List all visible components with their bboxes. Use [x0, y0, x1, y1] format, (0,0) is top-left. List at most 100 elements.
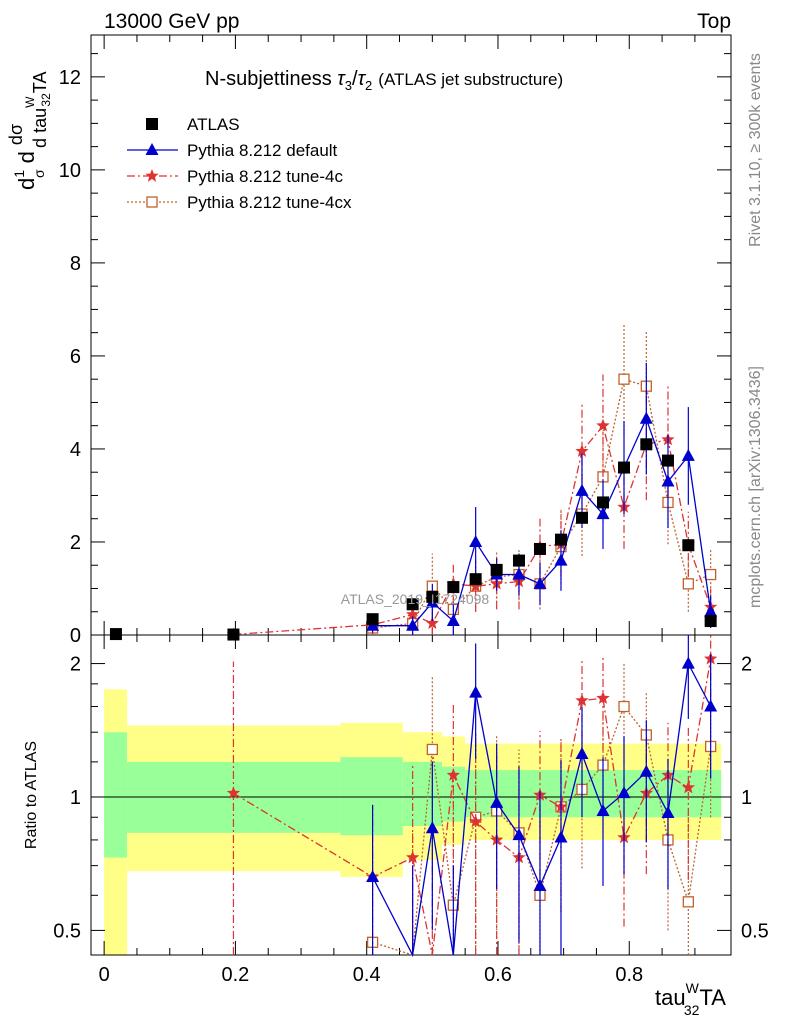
ratio-default-point	[681, 656, 695, 669]
x-tick-label: 0	[99, 964, 110, 986]
ratio-default-point	[639, 764, 653, 777]
side-label-url: mcplots.cern.ch [arXiv:1306.3436]	[747, 366, 764, 608]
default-point	[575, 483, 589, 496]
atlas-point	[109, 628, 122, 641]
axis-ticks	[91, 35, 731, 955]
header-left: 13000 GeV pp	[104, 10, 239, 33]
legend-marker-3	[146, 196, 158, 208]
band-inner-3	[402, 761, 443, 827]
legend-marker-1	[145, 143, 159, 155]
ratio-tune4c-point	[406, 850, 420, 864]
legend-label-0: ATLAS	[187, 115, 240, 134]
ratio-tick-label-left: 2	[70, 654, 81, 676]
legend-label-2: Pythia 8.212 tune-4c	[187, 167, 343, 186]
default-point	[596, 507, 610, 520]
default-point	[704, 604, 718, 617]
y-tick-label: 4	[70, 439, 81, 461]
ratio-tune4c-point	[575, 693, 589, 707]
x-tick-label: 0.4	[353, 964, 381, 986]
y-tick-label: 12	[59, 67, 81, 89]
watermark: ATLAS_2019_I1724098	[341, 591, 490, 607]
x-tick-label: 0.6	[484, 964, 512, 986]
y-tick-label: 6	[70, 346, 81, 368]
atlas-point	[704, 615, 717, 628]
side-label-events: Rivet 3.1.10, ≥ 300k events	[747, 53, 764, 247]
ratio-tick-label-right: 2	[741, 654, 752, 676]
ratio-default-point	[554, 830, 568, 843]
legend-label-1: Pythia 8.212 default	[187, 141, 338, 160]
tune4c-point	[425, 616, 439, 629]
atlas-point	[426, 590, 439, 603]
atlas-point	[575, 511, 588, 524]
tune4c-point	[596, 418, 610, 432]
atlas-point	[512, 554, 525, 567]
atlas-point	[618, 461, 631, 474]
default-point	[469, 534, 483, 547]
ratio-y-label: Ratio to ATLAS	[23, 741, 40, 849]
tune4cx-point	[705, 568, 717, 581]
default-point	[661, 474, 675, 487]
ratio-tune4c-point	[226, 786, 241, 799]
ratio-default-line	[372, 661, 712, 958]
atlas-point	[661, 454, 674, 467]
y-tick-label: 0	[70, 625, 81, 647]
tune4cx-point	[618, 373, 630, 385]
ratio-default-point	[490, 795, 504, 808]
ratio-tune4c-point	[596, 691, 610, 704]
atlas-point	[640, 438, 653, 451]
default-point	[554, 553, 568, 566]
tune4c-point	[406, 607, 420, 621]
atlas-point	[447, 581, 460, 594]
atlas-point	[490, 563, 503, 576]
legend-marker-2	[145, 169, 159, 182]
ratio-default-point	[596, 803, 610, 816]
atlas-point	[469, 573, 482, 586]
ratio-tick-label-right: 1	[741, 787, 752, 809]
atlas-point	[682, 539, 695, 552]
ratio-tune4cx-point	[426, 743, 438, 756]
y-tick-label: 2	[70, 532, 81, 554]
default-point	[512, 567, 526, 580]
atlas-point	[554, 533, 567, 546]
atlas-point	[406, 598, 419, 611]
y-tick-label: 10	[59, 160, 81, 182]
ratio-tune4c-point	[469, 814, 483, 828]
ratio-tune4c-point	[681, 780, 695, 794]
default-point	[406, 618, 420, 631]
ratio-default-point	[661, 806, 675, 819]
svg-text:N-subjettiness τ3/τ2(ATLAS jet: N-subjettiness τ3/τ2 (ATLAS jet substruct…	[205, 68, 563, 93]
tune4cx-line	[372, 378, 711, 629]
y-tick-label: 8	[70, 253, 81, 275]
atlas-point	[366, 613, 379, 626]
x-tick-label: 0.8	[615, 964, 643, 986]
default-point	[446, 614, 460, 627]
default-point	[533, 576, 547, 589]
tune4c-point	[469, 579, 483, 592]
ratio-series	[226, 635, 718, 958]
legend: ATLAS Pythia 8.212 default Pythia 8.212 tu…	[127, 115, 352, 212]
ratio-tune4cx-line	[372, 705, 712, 956]
ratio-default-point	[617, 786, 631, 799]
ratio-default-point	[533, 878, 547, 891]
ratio-default-point	[575, 747, 589, 760]
band-inner-2	[340, 757, 403, 836]
legend-marker-0	[146, 118, 158, 130]
legend-label-3: Pythia 8.212 tune-4cx	[187, 193, 352, 212]
ratio-default-point	[366, 869, 380, 882]
main-series	[109, 323, 718, 641]
ratio-tick-label-left: 1	[70, 787, 81, 809]
tune4c-point	[575, 444, 589, 457]
default-point	[681, 448, 695, 461]
y-axis-label: d1 σddσ d tauW 32TA	[6, 72, 53, 190]
default-line	[372, 416, 712, 627]
ratio-tune4cx-point	[618, 700, 630, 713]
ratio-default-point	[512, 828, 526, 841]
ratio-tick-label-right: 0.5	[741, 920, 769, 942]
header-right: Top	[697, 10, 731, 33]
ratio-default-point	[704, 699, 718, 712]
default-point	[639, 411, 653, 424]
x-tick-label: 0.2	[222, 964, 250, 986]
atlas-point	[597, 496, 609, 509]
